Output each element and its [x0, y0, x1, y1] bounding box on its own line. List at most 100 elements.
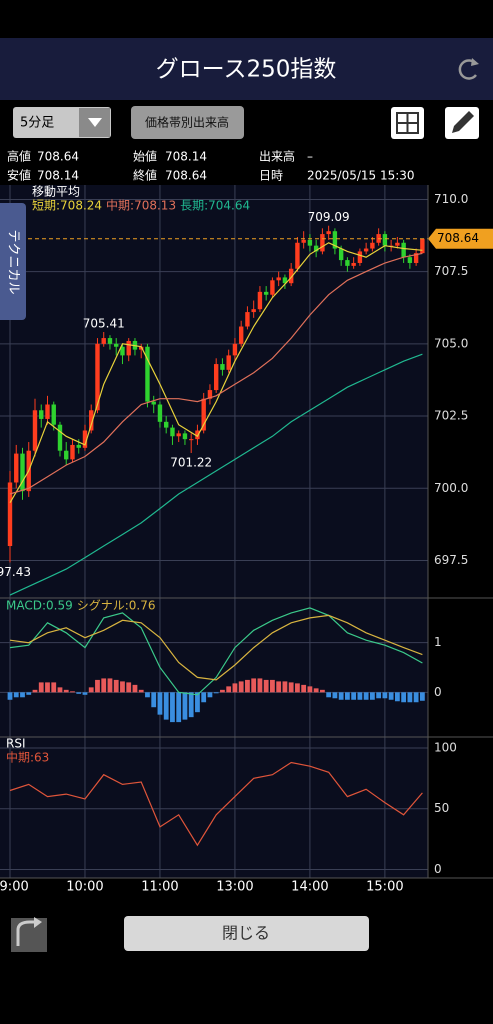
price-annotation: 701.22 [170, 456, 212, 470]
candle-body [420, 238, 425, 254]
header-bar [0, 38, 493, 100]
legend-entry: シグナル:0.76 [77, 599, 156, 613]
histogram-bar [88, 687, 94, 693]
histogram-bar [157, 692, 163, 715]
histogram-bar [419, 692, 425, 701]
interval-dropdown[interactable]: 5分足 [13, 107, 111, 138]
histogram-bar [45, 682, 50, 693]
histogram-bar [63, 689, 69, 693]
info-value: 708.14 [37, 169, 79, 183]
candle-body [57, 424, 63, 451]
x-tick-label: 11:00 [141, 880, 178, 895]
histogram-bar [382, 692, 388, 699]
candle-body [107, 338, 113, 344]
candle-body [301, 239, 306, 243]
candle-body [45, 404, 50, 419]
x-tick-label: 10:00 [66, 880, 103, 895]
header-title: グロース250指数 [156, 57, 337, 83]
y-tick-label: 702.5 [434, 409, 468, 423]
candle-body [51, 404, 56, 425]
y-tick-label: 100 [434, 740, 457, 754]
info-panel: 高値 708.64 始値 708.14 出来高 – 安値 708.14 終値 708.64 日時 20… [7, 149, 415, 183]
candle-body [257, 291, 263, 310]
histogram-bar [26, 692, 32, 695]
close-button[interactable]: 閉じる [124, 916, 369, 951]
candle-body [295, 242, 300, 269]
histogram-bar [344, 692, 350, 700]
y-tick-label: 1 [434, 635, 442, 649]
histogram-bar [145, 692, 150, 698]
refresh-icon[interactable] [458, 58, 479, 80]
histogram-bar [351, 692, 357, 700]
info-value: – [307, 150, 313, 164]
histogram-bar [263, 679, 269, 693]
histogram-bar [388, 692, 394, 700]
histogram-bar [313, 688, 319, 693]
info-label: 高値 [7, 149, 31, 164]
histogram-bar [301, 684, 307, 693]
candle-body [270, 280, 275, 295]
histogram-bar [413, 692, 419, 703]
indicator-line [9, 252, 423, 495]
info-value: 2025/05/15 15:30 [307, 169, 415, 183]
info-label: 日時 [259, 169, 283, 183]
side-tab[interactable]: テクニカル [0, 203, 26, 320]
histogram-bar [113, 679, 119, 693]
histogram-bar [326, 692, 332, 698]
interval-label: 5分足 [20, 116, 54, 131]
candle-body [232, 343, 238, 356]
histogram-bar [13, 692, 19, 698]
histogram-bar [201, 692, 207, 703]
info-label: 出来高 [259, 149, 295, 164]
panel-title: RSI [6, 737, 26, 751]
y-tick-label: 705.0 [434, 336, 468, 350]
candle-body [76, 444, 81, 448]
histogram-bar [257, 678, 263, 693]
draw-icon[interactable] [445, 107, 479, 139]
candle-body [357, 251, 363, 263]
histogram-bar [407, 692, 413, 703]
y-tick-label: 707.5 [434, 264, 468, 278]
candle-body [226, 355, 231, 370]
histogram-bar [288, 682, 294, 693]
last-price-tag [428, 228, 493, 249]
candle-body [238, 326, 244, 344]
y-tick-label: 0 [434, 862, 442, 876]
indicator-line [9, 614, 423, 681]
indicator-line [9, 353, 423, 596]
histogram-bar [369, 692, 375, 700]
y-tick-label: 697.5 [434, 553, 468, 567]
candle-body [313, 245, 319, 252]
indicator-line [9, 761, 423, 847]
histogram-bar [107, 678, 113, 693]
legend-entry: 長期:704.64 [180, 199, 250, 213]
candle-body [89, 410, 94, 431]
histogram-bar [176, 692, 182, 723]
candle-body [151, 401, 156, 405]
candle-body [395, 242, 400, 246]
histogram-bar [401, 692, 407, 703]
candle-body [82, 430, 88, 448]
histogram-bar [320, 689, 325, 693]
candle-body [170, 427, 175, 437]
histogram-bar [207, 692, 213, 698]
info-value: 708.14 [165, 150, 207, 164]
candle-body [407, 257, 413, 263]
layout-icon[interactable] [391, 107, 424, 139]
candle-body [220, 364, 225, 370]
volume-button[interactable]: 価格帯別出来高 [131, 106, 244, 139]
y-tick-label: 710.0 [434, 192, 468, 206]
histogram-bar [182, 692, 188, 720]
histogram-bar [38, 682, 44, 693]
histogram-bar [126, 682, 132, 693]
candle-body [382, 234, 388, 246]
histogram-bar [357, 692, 363, 700]
candle-body [114, 343, 119, 347]
histogram-bar [195, 692, 200, 713]
candle-body [282, 277, 288, 284]
price-annotation: 697.43 [0, 565, 31, 579]
y-tick-label: 50 [434, 801, 449, 815]
back-icon[interactable] [11, 917, 47, 952]
histogram-bar [394, 692, 400, 702]
